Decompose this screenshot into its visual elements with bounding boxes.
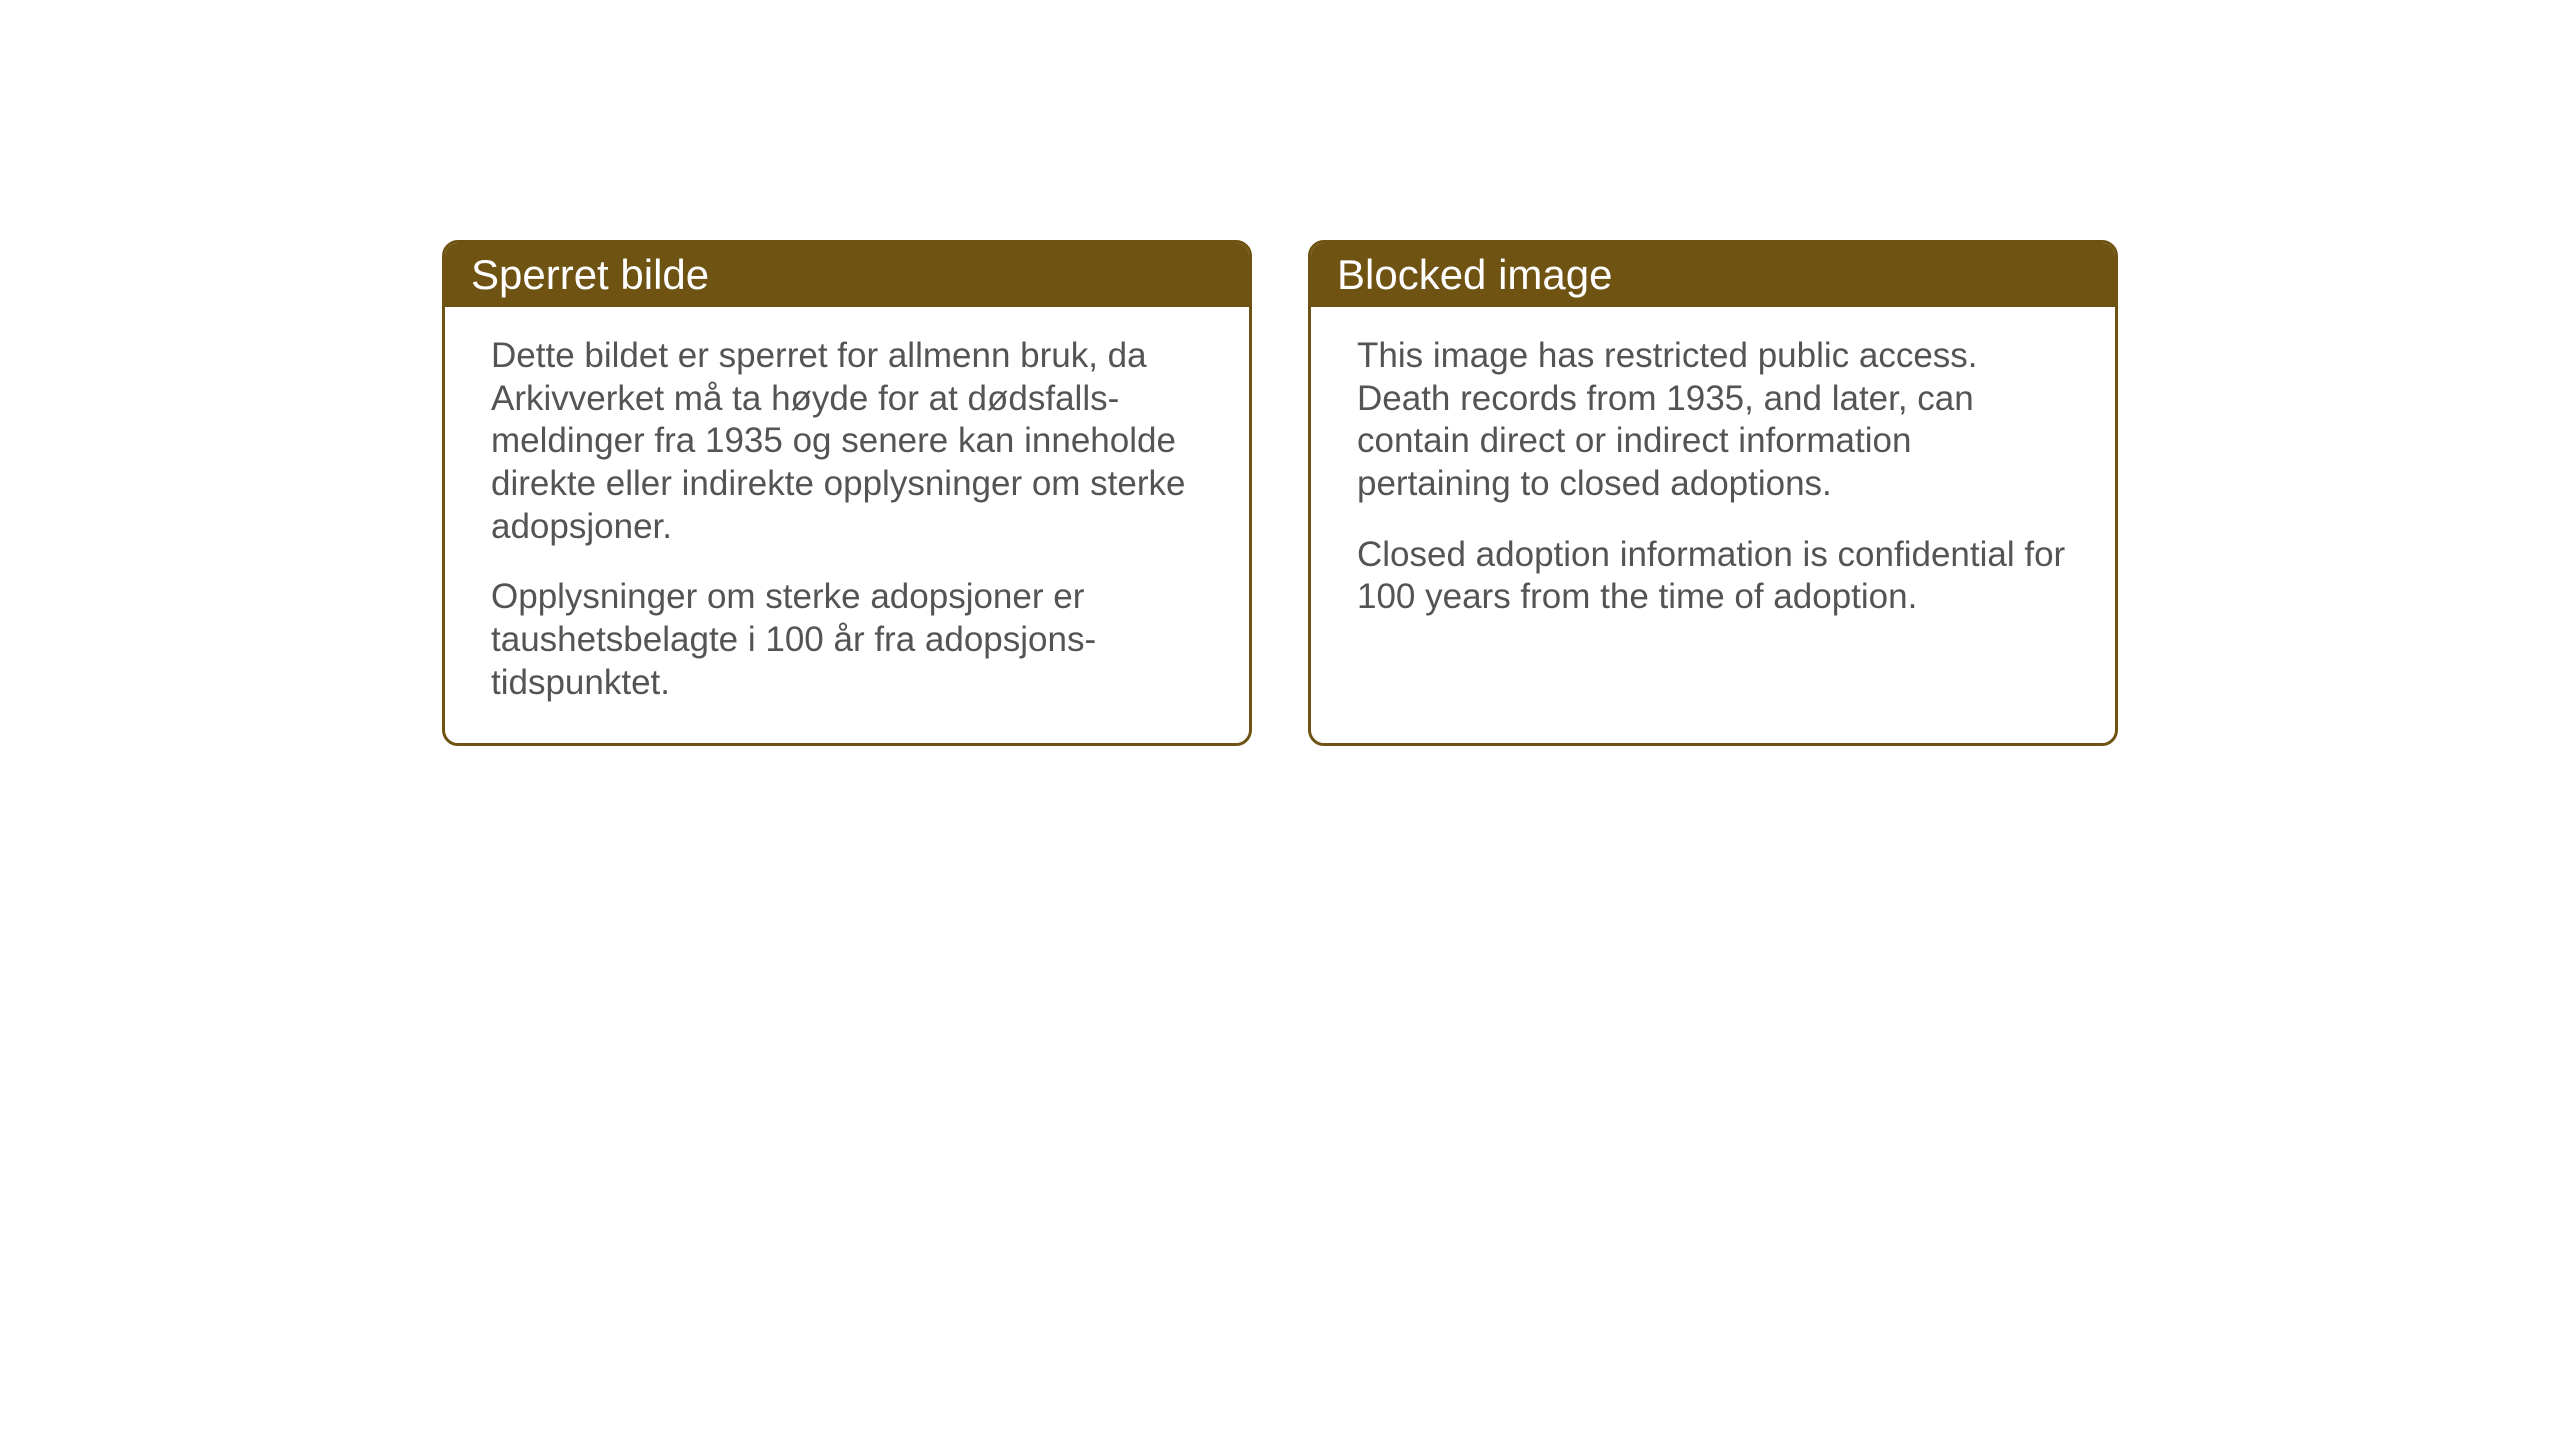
notice-card-english: Blocked image This image has restricted … [1308,240,2118,746]
notice-cards-container: Sperret bilde Dette bildet er sperret fo… [442,240,2118,746]
card-paragraph: Opplysninger om sterke adopsjoner er tau… [491,576,1203,704]
card-body-norwegian: Dette bildet er sperret for allmenn bruk… [445,307,1249,743]
card-paragraph: This image has restricted public access.… [1357,335,2069,506]
card-title: Blocked image [1337,251,1612,298]
card-paragraph: Dette bildet er sperret for allmenn bruk… [491,335,1203,548]
card-paragraph: Closed adoption information is confident… [1357,534,2069,619]
card-title: Sperret bilde [471,251,709,298]
card-header-english: Blocked image [1311,243,2115,307]
notice-card-norwegian: Sperret bilde Dette bildet er sperret fo… [442,240,1252,746]
card-header-norwegian: Sperret bilde [445,243,1249,307]
card-body-english: This image has restricted public access.… [1311,307,2115,657]
